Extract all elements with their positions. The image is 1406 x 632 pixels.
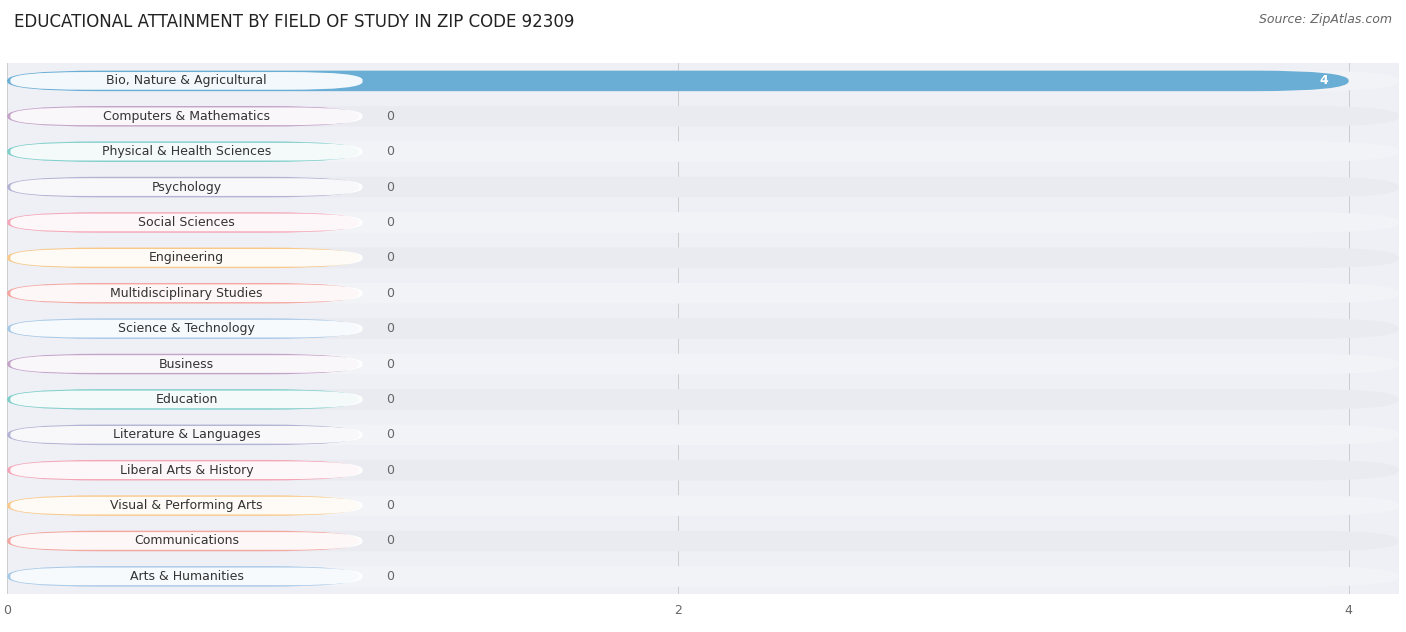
- FancyBboxPatch shape: [7, 142, 359, 162]
- FancyBboxPatch shape: [7, 283, 359, 303]
- Text: 4: 4: [1320, 75, 1329, 87]
- FancyBboxPatch shape: [7, 248, 1399, 268]
- Text: Visual & Performing Arts: Visual & Performing Arts: [110, 499, 263, 512]
- FancyBboxPatch shape: [7, 319, 1399, 339]
- FancyBboxPatch shape: [7, 460, 359, 480]
- Text: Engineering: Engineering: [149, 252, 224, 264]
- FancyBboxPatch shape: [7, 142, 1399, 162]
- FancyBboxPatch shape: [10, 284, 363, 302]
- Text: Communications: Communications: [134, 535, 239, 547]
- FancyBboxPatch shape: [7, 354, 1399, 374]
- FancyBboxPatch shape: [7, 425, 1399, 445]
- FancyBboxPatch shape: [7, 212, 1399, 233]
- FancyBboxPatch shape: [10, 249, 363, 267]
- FancyBboxPatch shape: [7, 248, 359, 268]
- Text: 0: 0: [387, 428, 394, 441]
- Text: Source: ZipAtlas.com: Source: ZipAtlas.com: [1258, 13, 1392, 26]
- FancyBboxPatch shape: [10, 532, 363, 550]
- FancyBboxPatch shape: [7, 71, 1348, 91]
- Text: Liberal Arts & History: Liberal Arts & History: [120, 464, 253, 477]
- Text: Physical & Health Sciences: Physical & Health Sciences: [101, 145, 271, 158]
- Text: 0: 0: [387, 110, 394, 123]
- FancyBboxPatch shape: [10, 461, 363, 479]
- Text: Psychology: Psychology: [152, 181, 222, 193]
- Text: Multidisciplinary Studies: Multidisciplinary Studies: [110, 287, 263, 300]
- Text: 0: 0: [387, 570, 394, 583]
- FancyBboxPatch shape: [7, 71, 1399, 91]
- FancyBboxPatch shape: [10, 320, 363, 337]
- Text: 0: 0: [387, 358, 394, 370]
- FancyBboxPatch shape: [7, 566, 1399, 586]
- FancyBboxPatch shape: [10, 72, 363, 90]
- Text: 0: 0: [387, 181, 394, 193]
- FancyBboxPatch shape: [10, 107, 363, 125]
- FancyBboxPatch shape: [10, 178, 363, 196]
- FancyBboxPatch shape: [7, 566, 359, 586]
- Text: Literature & Languages: Literature & Languages: [112, 428, 260, 441]
- FancyBboxPatch shape: [7, 106, 1399, 126]
- FancyBboxPatch shape: [7, 319, 359, 339]
- FancyBboxPatch shape: [7, 531, 1399, 551]
- Text: Arts & Humanities: Arts & Humanities: [129, 570, 243, 583]
- Text: 0: 0: [387, 464, 394, 477]
- Text: Science & Technology: Science & Technology: [118, 322, 254, 335]
- FancyBboxPatch shape: [7, 177, 1399, 197]
- Text: 0: 0: [387, 145, 394, 158]
- FancyBboxPatch shape: [7, 389, 359, 410]
- Text: 0: 0: [387, 322, 394, 335]
- FancyBboxPatch shape: [7, 460, 1399, 480]
- FancyBboxPatch shape: [7, 283, 1399, 303]
- FancyBboxPatch shape: [10, 497, 363, 514]
- FancyBboxPatch shape: [7, 495, 1399, 516]
- FancyBboxPatch shape: [10, 391, 363, 408]
- Text: 0: 0: [387, 216, 394, 229]
- FancyBboxPatch shape: [7, 531, 359, 551]
- FancyBboxPatch shape: [7, 389, 1399, 410]
- FancyBboxPatch shape: [10, 568, 363, 585]
- Text: Social Sciences: Social Sciences: [138, 216, 235, 229]
- Text: 0: 0: [387, 499, 394, 512]
- FancyBboxPatch shape: [7, 354, 359, 374]
- Text: Bio, Nature & Agricultural: Bio, Nature & Agricultural: [107, 75, 267, 87]
- FancyBboxPatch shape: [7, 495, 359, 516]
- Text: 0: 0: [387, 287, 394, 300]
- FancyBboxPatch shape: [10, 143, 363, 161]
- FancyBboxPatch shape: [10, 355, 363, 373]
- Text: EDUCATIONAL ATTAINMENT BY FIELD OF STUDY IN ZIP CODE 92309: EDUCATIONAL ATTAINMENT BY FIELD OF STUDY…: [14, 13, 575, 30]
- Text: Education: Education: [155, 393, 218, 406]
- FancyBboxPatch shape: [10, 214, 363, 231]
- FancyBboxPatch shape: [10, 426, 363, 444]
- Text: 0: 0: [387, 252, 394, 264]
- FancyBboxPatch shape: [7, 212, 359, 233]
- FancyBboxPatch shape: [7, 425, 359, 445]
- FancyBboxPatch shape: [7, 177, 359, 197]
- Text: Computers & Mathematics: Computers & Mathematics: [103, 110, 270, 123]
- Text: 0: 0: [387, 393, 394, 406]
- Text: 0: 0: [387, 535, 394, 547]
- Text: Business: Business: [159, 358, 214, 370]
- FancyBboxPatch shape: [7, 106, 359, 126]
